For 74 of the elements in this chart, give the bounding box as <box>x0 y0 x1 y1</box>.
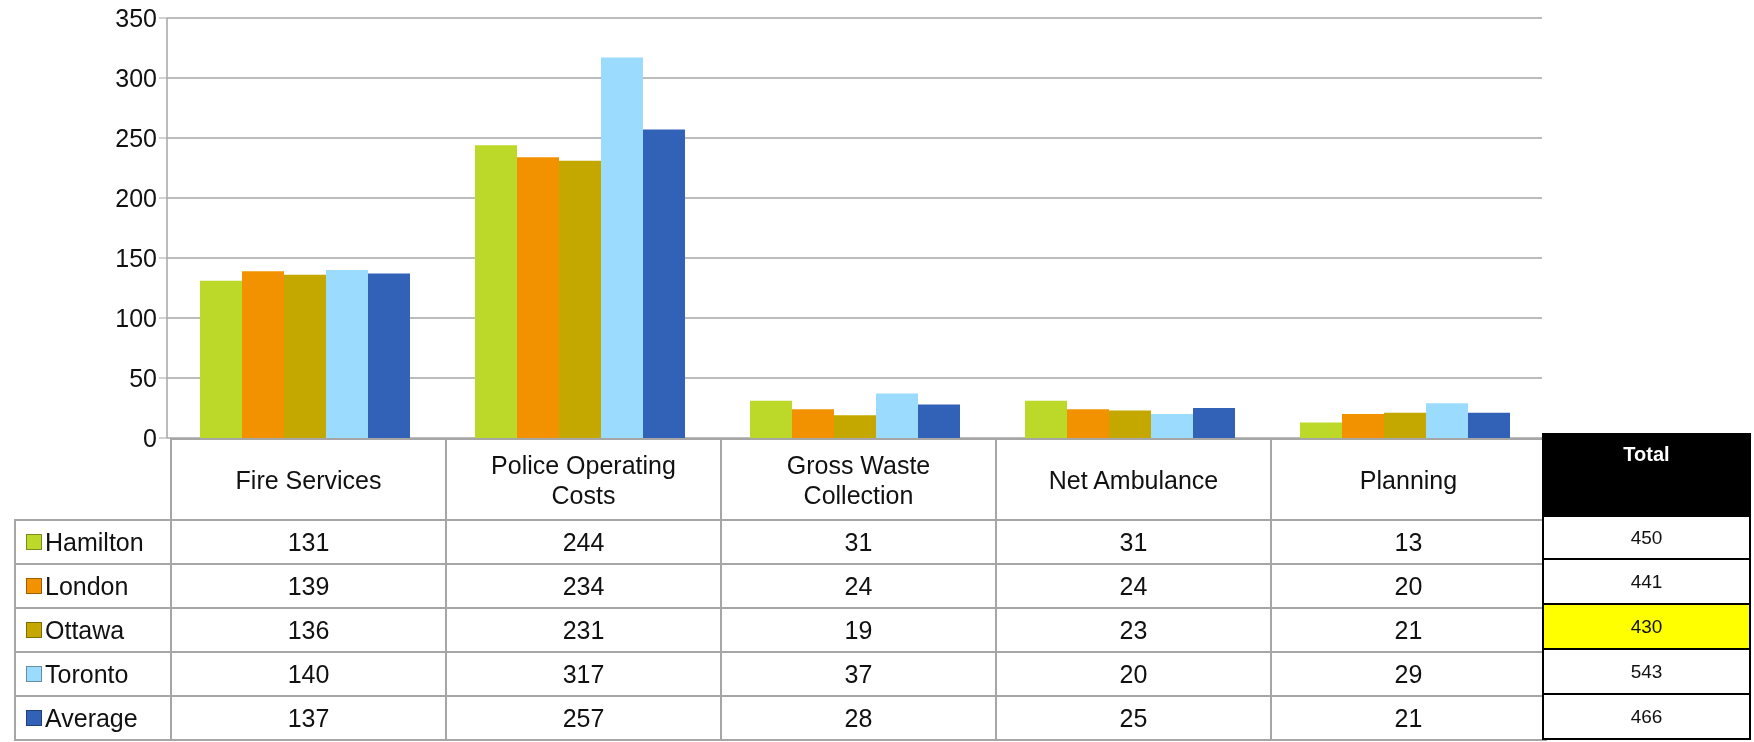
text: 543 <box>1630 660 1663 683</box>
data-label: 13 <box>1394 527 1423 556</box>
x-tick-label: Gross Waste Collection <box>786 450 931 509</box>
bar <box>200 280 242 438</box>
bar <box>517 157 559 438</box>
bar <box>1193 408 1235 438</box>
bar <box>1025 400 1067 438</box>
bar <box>643 129 685 438</box>
bar <box>792 409 834 438</box>
bar <box>475 145 517 438</box>
data-label: 20 <box>1394 571 1423 600</box>
data-label: 257 <box>562 703 605 732</box>
legend-label: Toronto <box>45 659 129 689</box>
data-label: 19 <box>844 615 873 644</box>
bar <box>601 57 643 438</box>
bar <box>559 160 601 438</box>
bar <box>1426 403 1468 438</box>
data-label: 234 <box>562 571 605 600</box>
data-label: 317 <box>562 659 605 688</box>
data-label: 28 <box>844 703 873 732</box>
bar <box>1151 414 1193 438</box>
legend-label: Ottawa <box>45 615 125 645</box>
x-tick-label: Planning <box>1359 465 1458 494</box>
y-tick-label: 150 <box>115 243 157 272</box>
data-label: 21 <box>1394 703 1423 732</box>
bar <box>1300 422 1342 438</box>
data-label: 21 <box>1394 615 1423 644</box>
data-label: 20 <box>1119 659 1148 688</box>
bar <box>918 404 960 438</box>
bar <box>876 393 918 438</box>
y-tick-label: 50 <box>129 363 157 392</box>
data-label: 24 <box>1119 571 1148 600</box>
data-label: 25 <box>1119 703 1148 732</box>
bar <box>284 274 326 438</box>
data-label: 24 <box>844 571 873 600</box>
data-label: 31 <box>844 527 873 556</box>
data-label: 136 <box>287 615 330 644</box>
data-label: 244 <box>562 527 605 556</box>
data-label: 137 <box>287 703 330 732</box>
text: 450 <box>1630 526 1663 549</box>
y-tick-label: 300 <box>115 63 157 92</box>
data-label: 140 <box>287 659 330 688</box>
text: Total <box>1623 443 1670 465</box>
y-tick-label: 0 <box>143 423 157 452</box>
bar <box>368 273 410 438</box>
bar <box>326 270 368 438</box>
data-label: 131 <box>287 527 330 556</box>
bar <box>1342 414 1384 438</box>
data-label: 31 <box>1119 527 1148 556</box>
x-tick-label: Fire Services <box>235 465 382 494</box>
legend-label: London <box>45 571 129 601</box>
data-label: 23 <box>1119 615 1148 644</box>
y-tick-label: 350 <box>115 3 157 32</box>
bar <box>1109 410 1151 438</box>
y-tick-label: 250 <box>115 123 157 152</box>
legend-label: Hamilton <box>45 527 144 557</box>
bar <box>1067 409 1109 438</box>
bar <box>750 400 792 438</box>
data-label: 37 <box>844 659 873 688</box>
text: 466 <box>1630 705 1663 728</box>
bar <box>242 271 284 438</box>
bar <box>834 415 876 438</box>
bar <box>1468 412 1510 438</box>
data-label: 139 <box>287 571 330 600</box>
bar <box>1384 412 1426 438</box>
y-tick-label: 100 <box>115 303 157 332</box>
text: 441 <box>1630 570 1663 593</box>
text: 430 <box>1630 615 1663 638</box>
data-label: 29 <box>1394 659 1423 688</box>
y-tick-label: 200 <box>115 183 157 212</box>
x-tick-label: Net Ambulance <box>1048 465 1219 494</box>
legend-label: Average <box>45 703 138 733</box>
x-tick-label: Police Operating Costs <box>491 450 676 509</box>
data-label: 231 <box>562 615 605 644</box>
